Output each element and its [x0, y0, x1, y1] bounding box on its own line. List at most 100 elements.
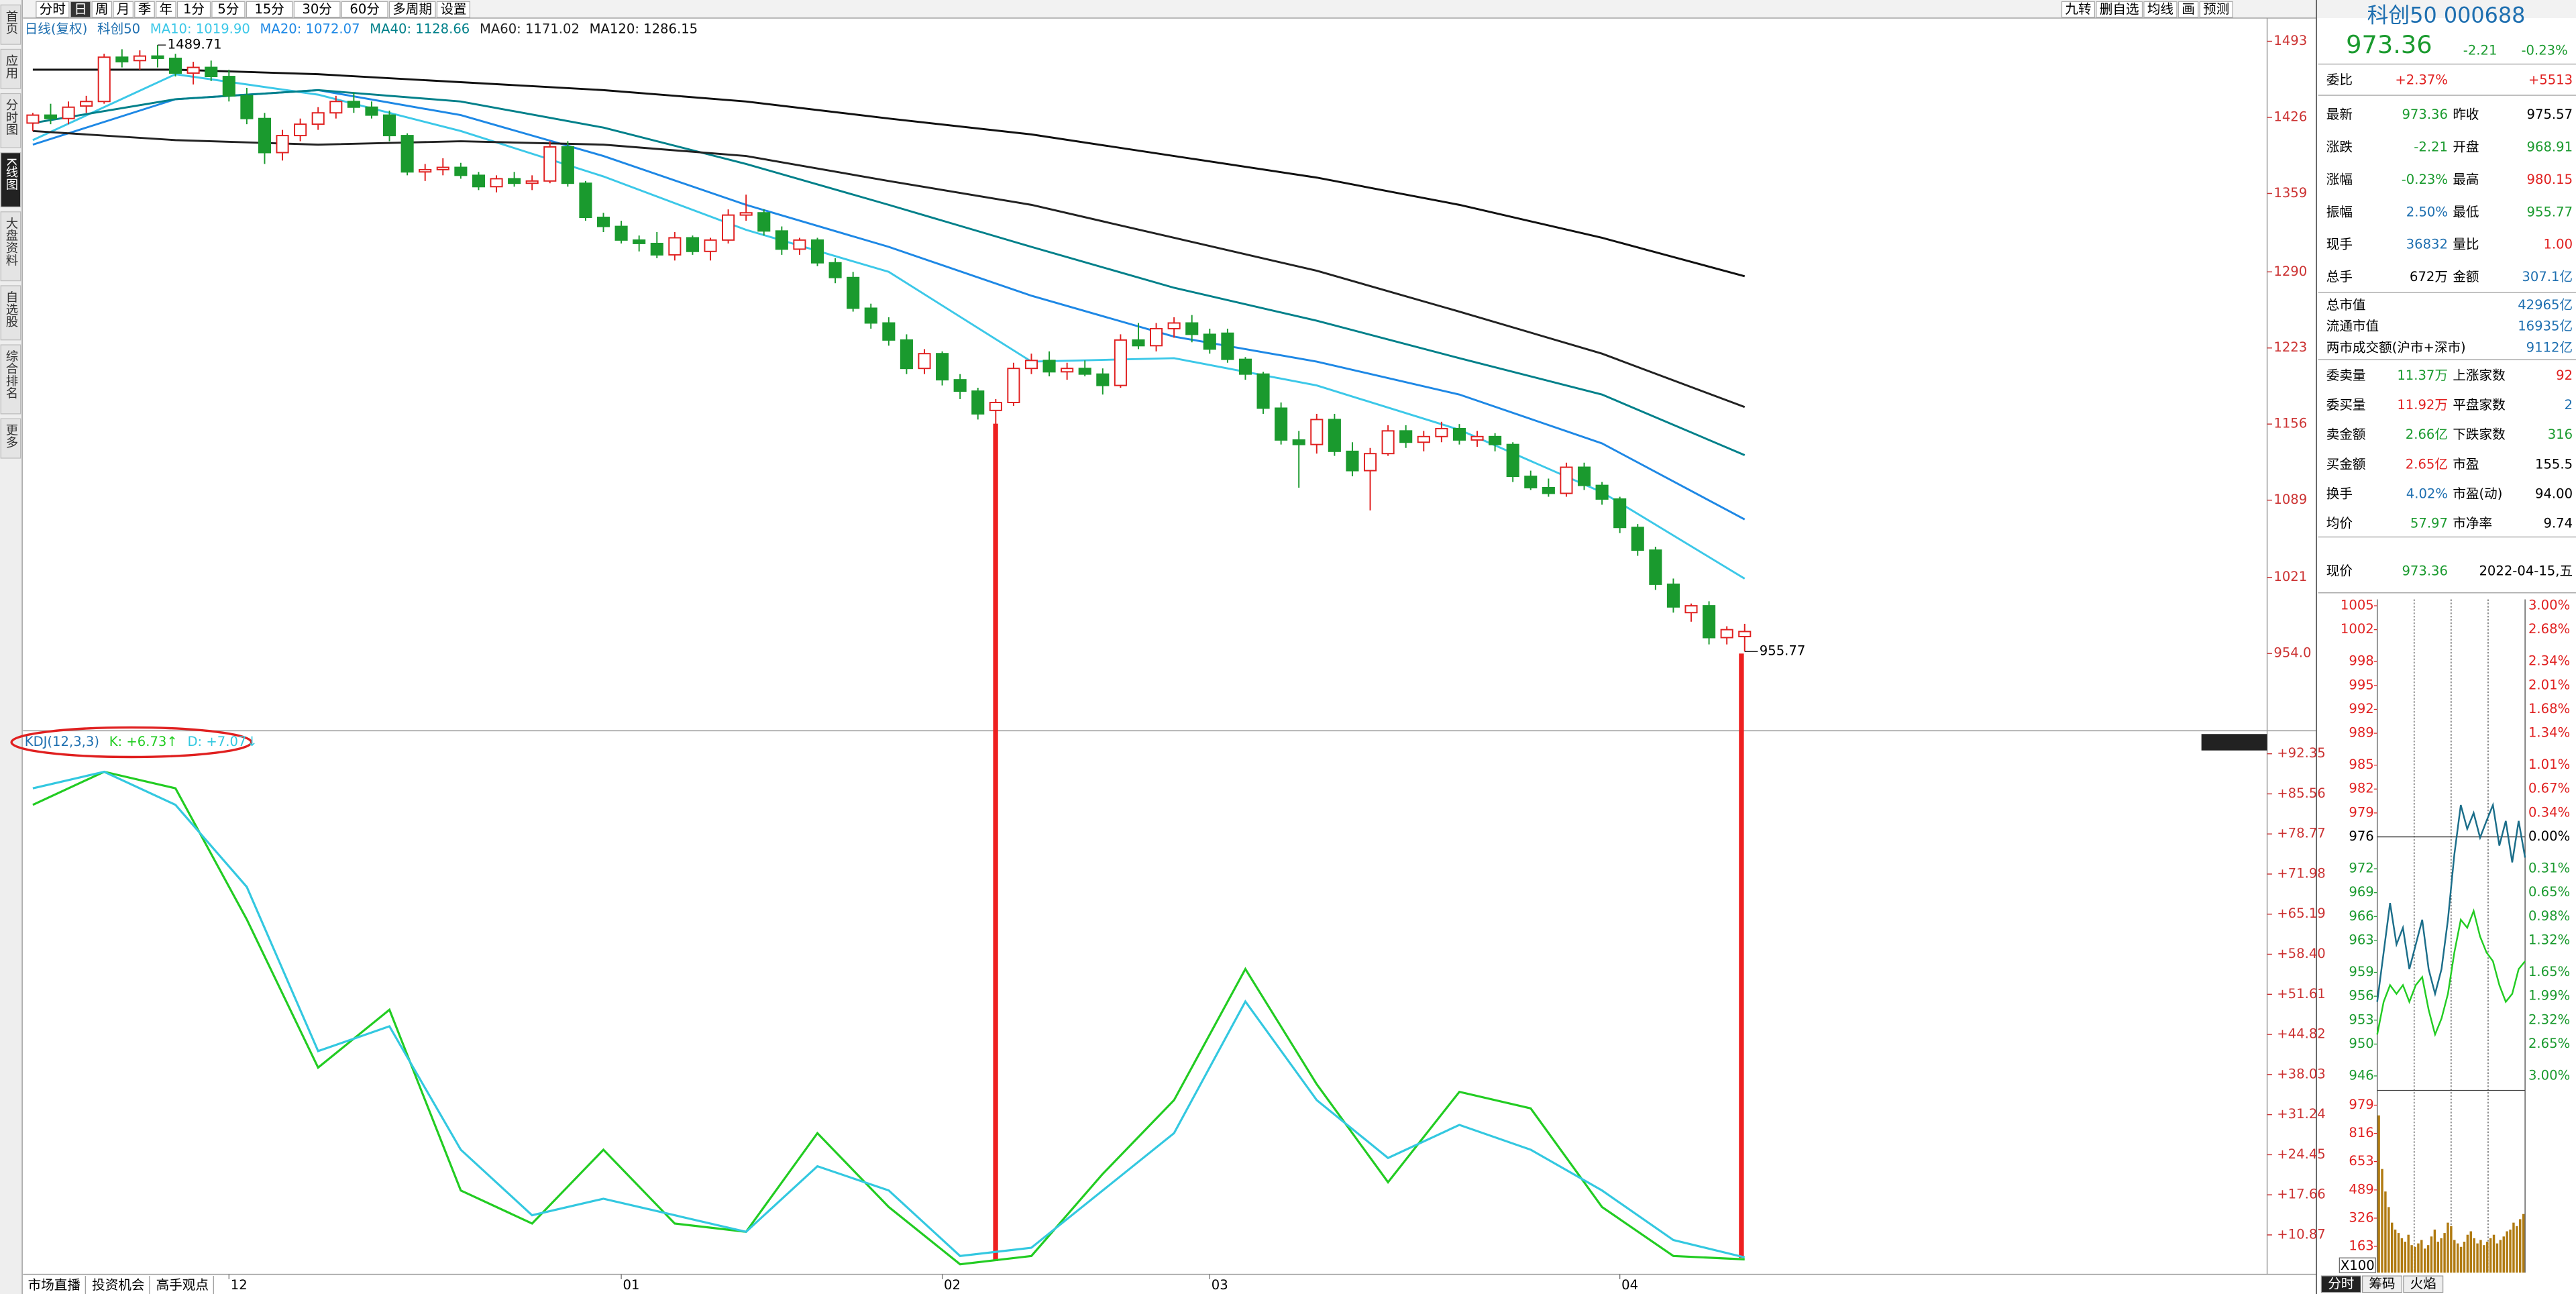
candle-body	[1346, 450, 1359, 472]
sidebar-label[interactable]: 自选股	[4, 290, 18, 327]
toolbar-label[interactable]: 30分	[302, 1, 332, 17]
volume-bar	[2509, 1229, 2512, 1273]
sidebar-tab[interactable]	[0, 152, 21, 208]
toolbar-label[interactable]: 预测	[2203, 1, 2229, 17]
sidebar-label[interactable]: 大盘资料	[4, 217, 18, 266]
toolbar-button[interactable]	[436, 1, 471, 18]
sidebar-label[interactable]: 分时图	[4, 99, 18, 136]
row-label: 上涨家数	[2453, 368, 2506, 383]
toolbar-label[interactable]: 周	[95, 1, 109, 17]
toolbar-label[interactable]: 月	[117, 1, 130, 17]
panel-tab[interactable]	[2362, 1275, 2403, 1293]
bottom-tab[interactable]: 市场直播	[28, 1277, 81, 1293]
toolbar-label[interactable]: 日	[74, 1, 87, 17]
toolbar-button[interactable]	[91, 1, 113, 18]
sidebar-tab[interactable]	[0, 93, 21, 148]
volume-bar	[2417, 1243, 2420, 1273]
sidebar-label[interactable]: K线图	[4, 158, 18, 191]
indicator-button[interactable]	[2201, 734, 2267, 751]
candle-body	[169, 57, 182, 74]
toolbar-button[interactable]	[156, 1, 176, 18]
y-tick-label: 946	[2349, 1067, 2373, 1083]
volume-bar	[2387, 1207, 2390, 1273]
toolbar-label[interactable]: 多周期	[392, 1, 432, 17]
row-value: 42965亿	[2518, 297, 2573, 313]
candle-body	[1363, 453, 1377, 472]
candle-body	[258, 117, 272, 154]
candle-body	[1399, 430, 1413, 443]
candle-body	[419, 168, 432, 173]
toolbar-label[interactable]: 季	[138, 1, 152, 17]
toolbar-button[interactable]	[2096, 1, 2143, 18]
panel-tab[interactable]	[2403, 1275, 2444, 1293]
toolbar-label[interactable]: 年	[160, 1, 173, 17]
candle-body	[1435, 427, 1448, 437]
row-value: +5513	[2528, 72, 2573, 87]
y-tick-label: +92.35	[2277, 745, 2325, 761]
toolbar-button[interactable]	[2061, 1, 2096, 18]
candle-body	[704, 239, 717, 252]
sidebar-tab[interactable]	[0, 285, 21, 341]
toolbar-label[interactable]: 分时	[40, 1, 66, 17]
panel-tab-label[interactable]: 分时	[2328, 1276, 2354, 1291]
panel-tab-label[interactable]: 筹码	[2369, 1276, 2395, 1291]
y-tick-label: 976	[2349, 828, 2373, 844]
toolbar-button[interactable]	[2199, 1, 2233, 18]
toolbar-button[interactable]	[113, 1, 133, 18]
sidebar-tab[interactable]	[0, 211, 21, 282]
candle-body	[971, 390, 985, 415]
toolbar-button[interactable]	[2178, 1, 2199, 18]
bottom-tab[interactable]: 高手观点	[156, 1277, 209, 1293]
candle-body	[722, 214, 735, 241]
toolbar-button[interactable]	[36, 1, 70, 18]
toolbar-label[interactable]: 画	[2182, 1, 2195, 17]
row-label: 现价	[2326, 563, 2353, 578]
panel-tab[interactable]	[2320, 1275, 2361, 1293]
sidebar-label[interactable]: 综合排名	[4, 349, 18, 398]
toolbar-button[interactable]	[341, 1, 388, 18]
toolbar-button[interactable]	[134, 1, 155, 18]
toolbar-button[interactable]	[388, 1, 436, 18]
panel-tab-label[interactable]: 火焰	[2410, 1276, 2436, 1291]
toolbar-label[interactable]: 删自选	[2100, 1, 2139, 17]
toolbar-button[interactable]	[293, 1, 341, 18]
volume-bar	[2420, 1240, 2423, 1273]
toolbar-button[interactable]	[70, 1, 91, 18]
toolbar-label[interactable]: 60分	[350, 1, 380, 17]
row-label: 市净率	[2453, 515, 2492, 531]
candle-body	[828, 262, 842, 278]
row-label: 最高	[2453, 172, 2479, 187]
quote-pct: -0.23%	[2521, 42, 2567, 58]
sidebar-label[interactable]: 首页	[4, 10, 18, 35]
toolbar-button[interactable]	[211, 1, 246, 18]
sidebar-label[interactable]: 应用	[4, 54, 18, 79]
volume-bar	[2436, 1242, 2440, 1273]
y-tick-label: +65.19	[2277, 906, 2325, 921]
toolbar-button[interactable]	[246, 1, 293, 18]
toolbar-label[interactable]: 5分	[217, 1, 239, 17]
sidebar-label[interactable]: 更多	[4, 424, 18, 449]
sidebar-tab[interactable]	[0, 48, 21, 89]
toolbar-label[interactable]: 15分	[254, 1, 284, 17]
candle-body	[847, 276, 860, 309]
bottom-tab[interactable]: 投资机会	[92, 1277, 144, 1293]
volume-bar	[2492, 1234, 2496, 1273]
sidebar-tab[interactable]	[0, 344, 21, 415]
sidebar-tab[interactable]	[0, 418, 21, 459]
row-value: 973.36	[2402, 563, 2448, 578]
volume-bar	[2400, 1238, 2404, 1273]
pct-label: 0.31%	[2528, 861, 2570, 876]
quote-price: 973.36	[2346, 30, 2432, 59]
sidebar-tab[interactable]	[0, 4, 21, 45]
candle-body	[1328, 419, 1341, 452]
toolbar-label[interactable]: 设置	[440, 1, 466, 17]
toolbar-button[interactable]	[2143, 1, 2178, 18]
y-tick-label: 998	[2349, 653, 2373, 669]
toolbar-label[interactable]: 九转	[2065, 1, 2091, 17]
toolbar-button[interactable]	[176, 1, 211, 18]
toolbar-label[interactable]: 均线	[2147, 1, 2174, 17]
row-label: 涨跌	[2326, 139, 2353, 154]
candle-body	[900, 339, 913, 370]
toolbar-label[interactable]: 1分	[183, 1, 205, 17]
